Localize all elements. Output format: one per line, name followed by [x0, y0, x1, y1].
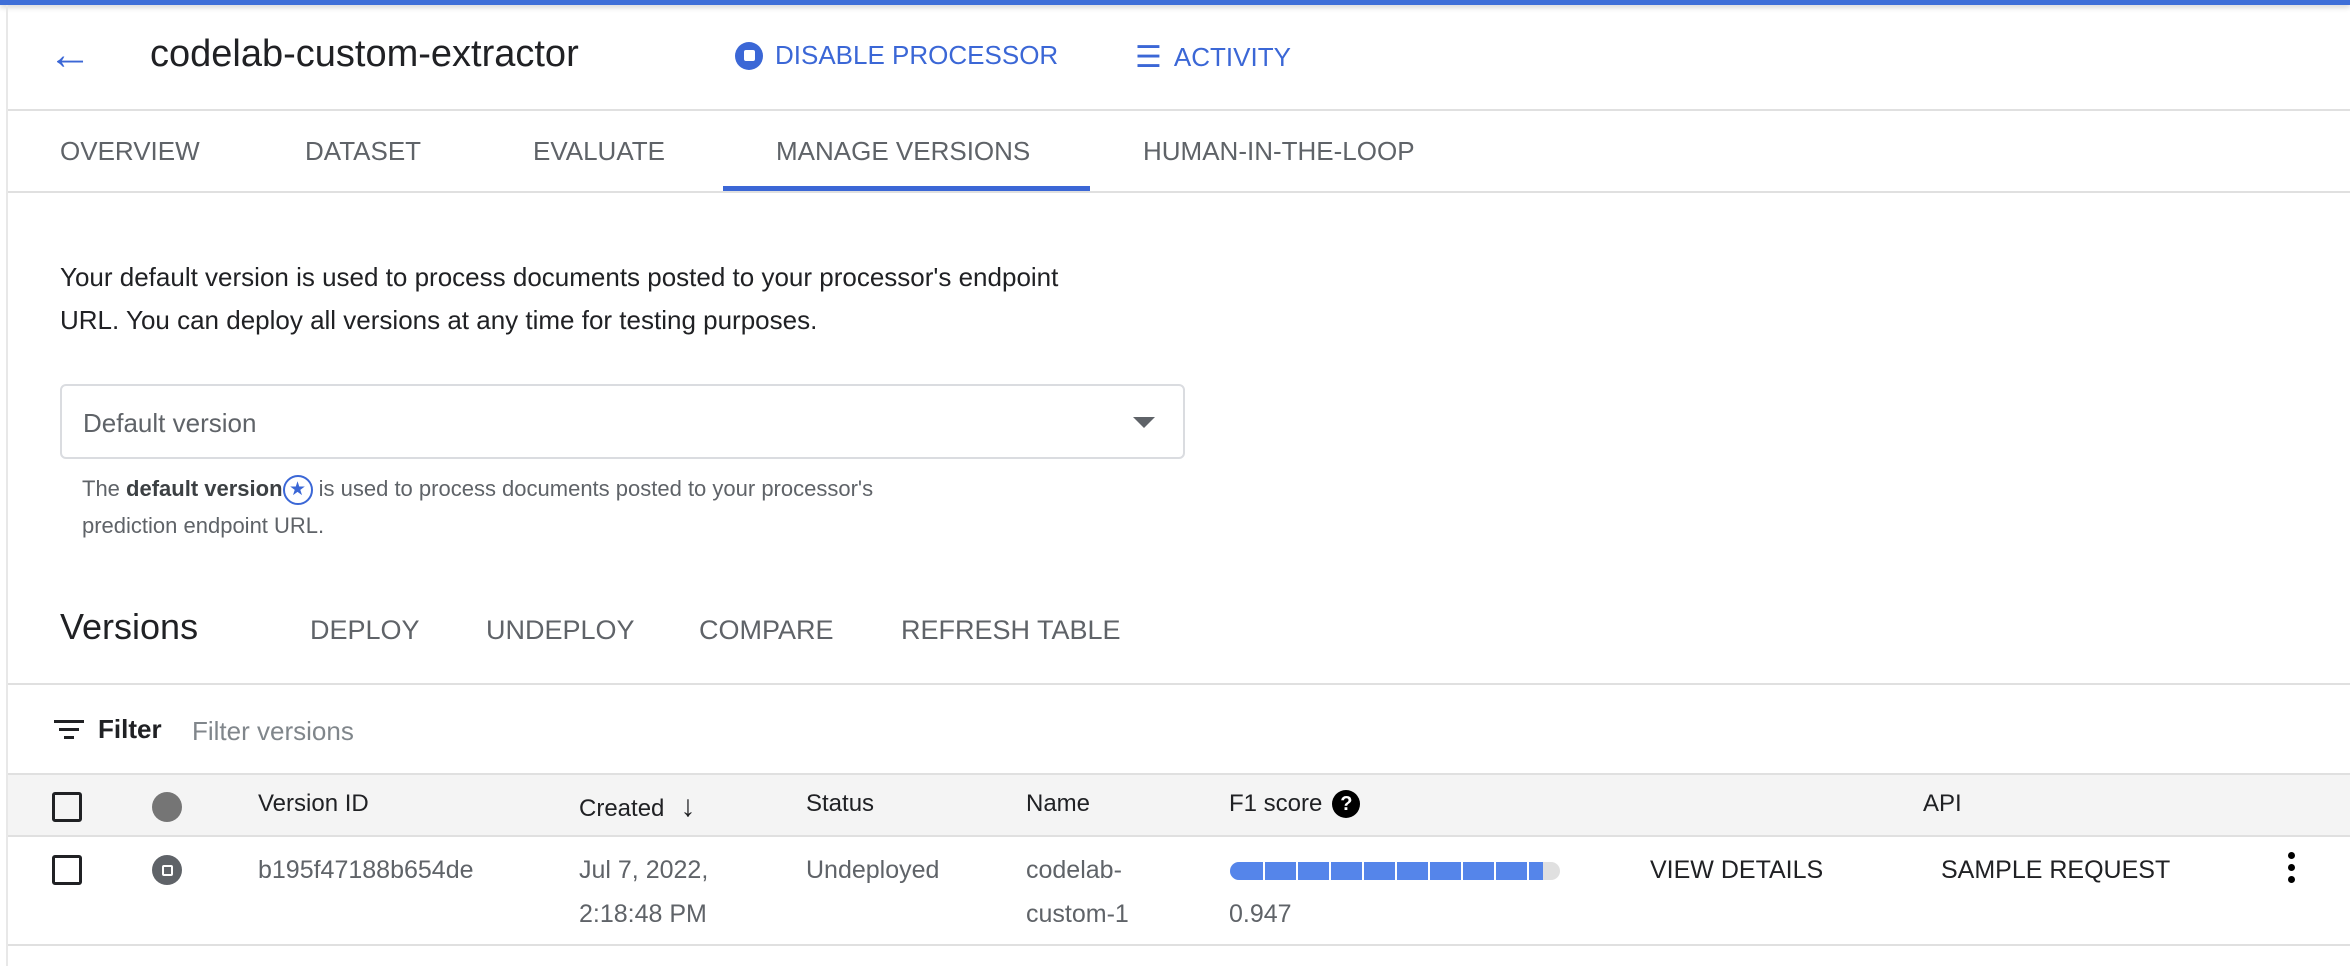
sort-descending-icon: ↓ [680, 790, 696, 823]
tab-human-in-the-loop[interactable]: HUMAN-IN-THE-LOOP [1143, 136, 1415, 166]
col-f1-score[interactable]: F1 score? [1229, 790, 1361, 818]
row-checkbox[interactable] [52, 855, 82, 885]
f1-score-value: 0.947 [1229, 900, 1292, 928]
f1-bar-segment-divider [1329, 862, 1331, 880]
top-accent-bar [0, 0, 2350, 5]
filter-icon [54, 720, 84, 739]
refresh-table-button[interactable]: REFRESH TABLE [901, 615, 1121, 645]
list-icon: ☰ [1135, 41, 1162, 74]
f1-bar-segment-divider [1428, 862, 1430, 880]
undeploy-button[interactable]: UNDEPLOY [486, 615, 635, 645]
deploy-button[interactable]: DEPLOY [310, 615, 420, 645]
col-status[interactable]: Status [806, 790, 875, 817]
f1-bar-segment-divider [1395, 862, 1397, 880]
tab-evaluate[interactable]: EVALUATE [533, 136, 665, 166]
f1-score-bar [1230, 862, 1560, 880]
activity-button[interactable]: ☰ ACTIVITY [1135, 41, 1291, 74]
stop-circle-icon [735, 41, 763, 70]
tab-manage-versions[interactable]: MANAGE VERSIONS [776, 136, 1031, 166]
status: Undeployed [806, 856, 940, 884]
view-details-button[interactable]: VIEW DETAILS [1650, 856, 1824, 884]
dropdown-arrow-icon [1133, 417, 1155, 428]
f1-bar-segment-divider [1296, 862, 1298, 880]
f1-bar-segment-divider [1527, 862, 1529, 880]
f1-score-bar-fill [1230, 862, 1543, 880]
undeployed-status-icon [152, 855, 182, 885]
col-version-id[interactable]: Version ID [258, 790, 369, 817]
col-created[interactable]: Created ↓ [579, 790, 696, 823]
filter-input[interactable]: Filter versions [192, 716, 354, 746]
versions-divider [8, 683, 2350, 685]
default-version-select[interactable]: Default version [60, 384, 1185, 459]
col-name[interactable]: Name [1026, 790, 1091, 817]
version-name: codelab-custom-1 [1026, 856, 1129, 928]
tab-overview[interactable]: OVERVIEW [60, 136, 200, 166]
default-version-helper: The default version ★ is used to process … [82, 475, 874, 538]
f1-bar-segment-divider [1494, 862, 1496, 880]
table-header [8, 773, 2350, 837]
version-id: b195f47188b654de [258, 856, 474, 884]
row-divider [8, 944, 2350, 946]
page-title: codelab-custom-extractor [150, 33, 579, 75]
header-divider [8, 109, 2350, 111]
f1-bar-segment-divider [1263, 862, 1265, 880]
created-date: Jul 7, 2022, 2:18:48 PM [579, 856, 709, 928]
tab-dataset[interactable]: DATASET [305, 136, 422, 166]
versions-heading: Versions [60, 606, 199, 647]
filter-button[interactable]: Filter [54, 714, 162, 745]
left-divider [6, 5, 8, 966]
help-icon: ? [1332, 790, 1361, 818]
more-options-icon[interactable] [2288, 852, 2295, 883]
back-arrow-icon[interactable]: ← [48, 30, 92, 79]
compare-button[interactable]: COMPARE [699, 615, 834, 645]
f1-bar-segment-divider [1461, 862, 1463, 880]
disable-processor-button[interactable]: DISABLE PROCESSOR [735, 40, 1058, 71]
intro-text: Your default version is used to process … [60, 262, 1059, 335]
star-circle-icon: ★ [282, 475, 313, 506]
status-header-icon [152, 792, 182, 822]
col-api: API [1923, 790, 1962, 817]
active-tab-indicator [723, 186, 1090, 191]
sample-request-button[interactable]: SAMPLE REQUEST [1941, 856, 2171, 884]
tabs-divider [8, 191, 2350, 193]
f1-bar-segment-divider [1362, 862, 1364, 880]
select-all-checkbox[interactable] [52, 792, 82, 822]
